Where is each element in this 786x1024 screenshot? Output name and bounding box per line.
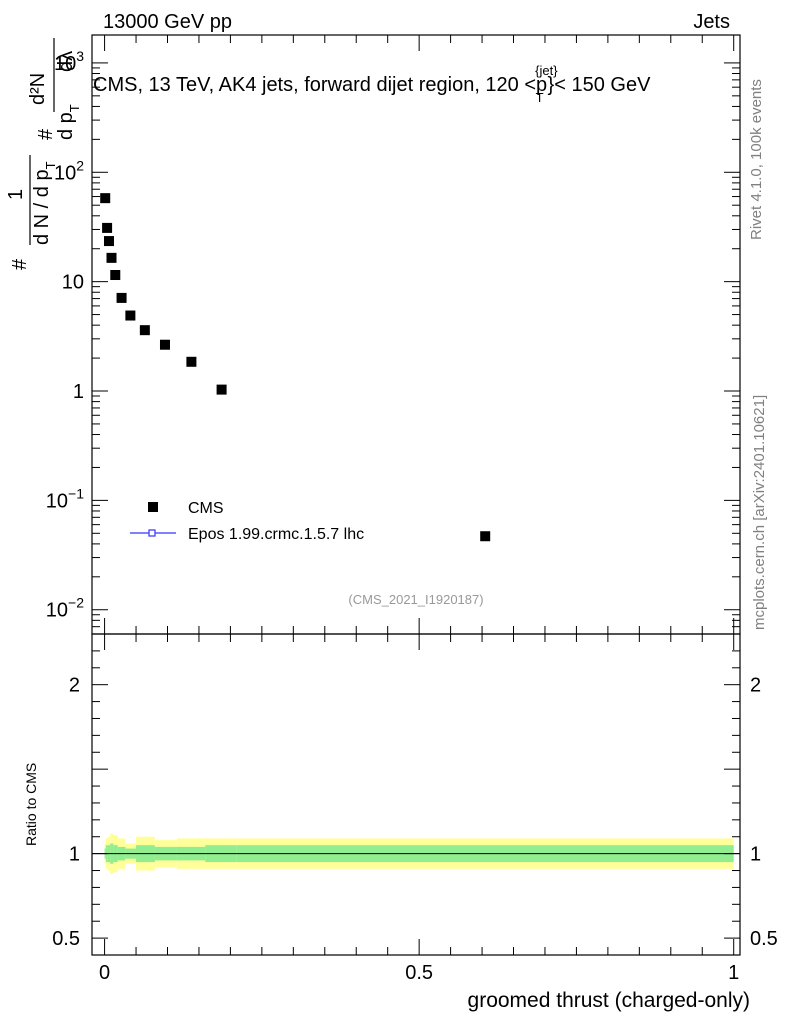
x-axis-label: groomed thrust (charged-only) [468, 989, 750, 1012]
legend-epos-marker [148, 529, 156, 537]
y-tick-label: 10−2 [46, 595, 84, 622]
title-main: CMS, 13 TeV, AK4 jets, forward dijet reg… [93, 74, 547, 96]
main-axis-ticks [92, 35, 740, 635]
data-point-cms [186, 356, 197, 367]
ylabel-dn-text: d N / d p [31, 169, 53, 245]
legend-cms-label: CMS [188, 500, 224, 517]
ratio-tick-labels: 0.5 0.5 1 1 2 2 [52, 675, 778, 950]
header-right: Jets [693, 11, 730, 33]
data-point-cms [110, 270, 121, 281]
ylabel-dp-text: d p [55, 112, 77, 140]
y-tick-exp: 3 [76, 48, 84, 64]
y-tick-base: 1 [73, 381, 84, 403]
ylabel-dn: d N / d pT [31, 161, 58, 245]
ylabel-hash2: # [35, 128, 57, 140]
ratio-tick-label: 1 [69, 844, 80, 866]
data-point-cms [106, 252, 117, 263]
legend: CMS Epos 1.99.crmc.1.5.7 lhc [130, 500, 364, 543]
y-axis-label: # 1 d N / d pT # d²N d pT dλ [5, 38, 82, 270]
data-point-cms [103, 236, 114, 247]
chart-title: CMS, 13 TeV, AK4 jets, forward dijet reg… [93, 63, 651, 105]
ratio-tick-label: 0.5 [52, 928, 80, 950]
ylabel-dl: dλ [55, 51, 77, 72]
data-point-cms [102, 222, 113, 233]
y-tick-exp: −1 [68, 485, 84, 501]
data-points [100, 193, 491, 542]
y-tick-base: 10 [54, 53, 76, 75]
data-point-cms [480, 531, 491, 542]
y-tick-label: 103 [54, 48, 84, 75]
ratio-axis-ticks [92, 633, 740, 956]
analysis-tag: (CMS_2021_I1920187) [348, 592, 483, 607]
ratio-tick-label: 2 [69, 675, 80, 697]
legend-cms-marker [148, 502, 158, 512]
title-tail: }< 150 GeV [548, 74, 652, 96]
y-tick-label: 102 [54, 157, 84, 184]
ylabel-num: d²N [27, 73, 49, 105]
title-sub: T [536, 90, 544, 105]
header-left: 13000 GeV pp [103, 11, 232, 33]
ylabel-dp-sub: T [67, 104, 82, 112]
ylabel-one: 1 [5, 189, 27, 200]
main-frame [91, 34, 741, 635]
legend-epos-label: Epos 1.99.crmc.1.5.7 lhc [188, 526, 364, 543]
data-point-cms [216, 384, 227, 395]
y-tick-label: 1 [73, 381, 84, 403]
data-point-cms [125, 310, 136, 321]
y-tick-base: 10 [62, 272, 84, 294]
x-tick-label: 1 [728, 962, 739, 984]
data-point-cms [159, 339, 170, 350]
ylabel-dp: d pT [55, 104, 82, 140]
data-point-cms [100, 193, 111, 204]
title-sup: {jet} [535, 63, 558, 78]
y-tick-base: 10 [54, 162, 76, 184]
y-tick-label: 10 [62, 272, 84, 294]
x-tick-label: 0.5 [405, 962, 433, 984]
x-tick-labels: 0 0.5 1 [99, 962, 739, 984]
ylabel-hash1: # [9, 258, 31, 270]
ratio-frame [91, 633, 741, 956]
ratio-y-label: Ratio to CMS [23, 763, 39, 846]
y-tick-base: 10 [46, 600, 68, 622]
data-point-cms [139, 325, 150, 336]
mcplots-label: mcplots.cern.ch [arXiv:2401.10621] [751, 395, 768, 630]
y-tick-exp: −2 [68, 595, 84, 611]
ratio-tick-label-right: 0.5 [750, 928, 778, 950]
rivet-label: Rivet 4.1.0, 100k events [748, 79, 765, 240]
y-tick-exp: 2 [76, 157, 84, 173]
ratio-tick-label-right: 2 [750, 675, 761, 697]
ratio-tick-label-right: 1 [750, 844, 761, 866]
ylabel-dn-sub: T [43, 161, 58, 169]
x-tick-label: 0 [99, 962, 110, 984]
y-tick-base: 10 [46, 490, 68, 512]
y-tick-label: 10−1 [46, 485, 84, 512]
data-point-cms [116, 292, 127, 303]
